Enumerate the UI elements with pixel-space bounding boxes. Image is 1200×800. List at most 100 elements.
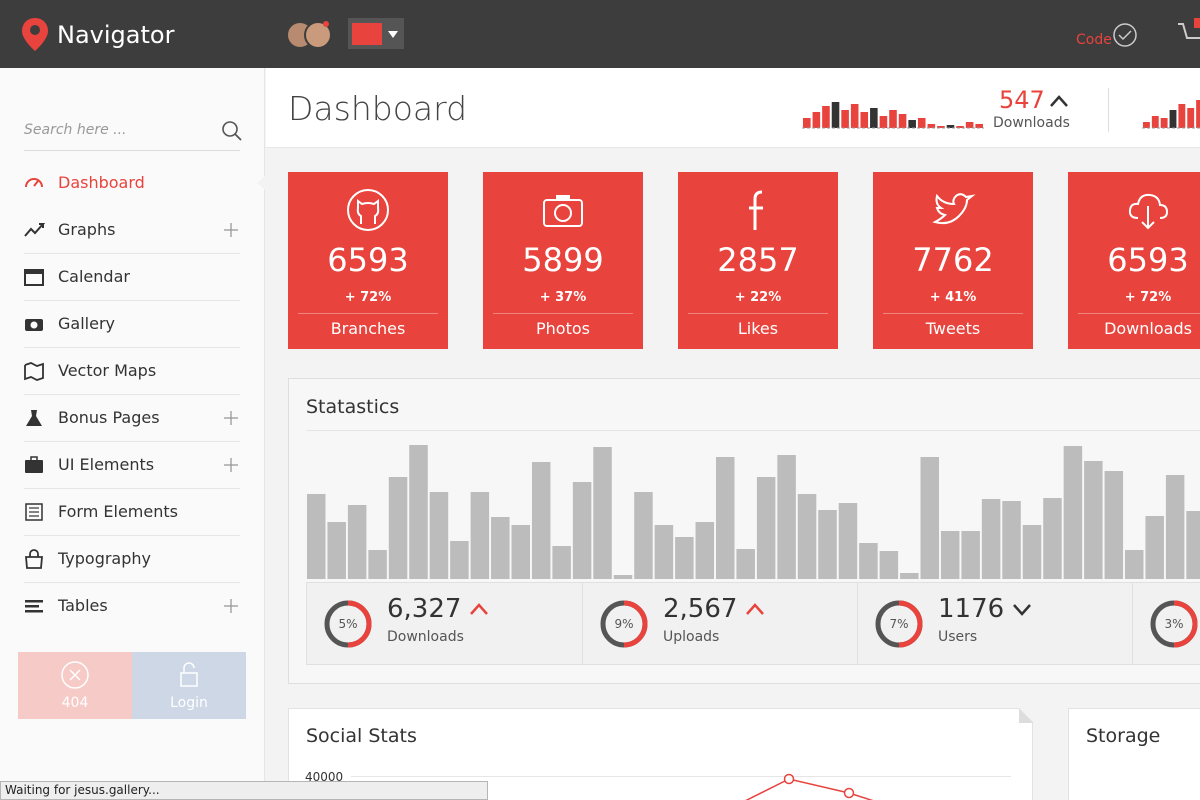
spark-bar xyxy=(1196,100,1200,128)
bar xyxy=(634,492,653,579)
stat-tile[interactable]: 7762 + 41% Tweets xyxy=(873,172,1033,349)
stat-tile[interactable]: 5899 + 37% Photos xyxy=(483,172,643,349)
tile-value: 6593 xyxy=(1107,241,1189,279)
bar xyxy=(859,543,878,579)
menu-item[interactable]: Bonus Pages xyxy=(0,395,265,442)
menu-item[interactable]: Vector Maps xyxy=(0,348,265,395)
stat-tile[interactable]: 6593 + 72% Branches xyxy=(288,172,448,349)
panel-title: Storage xyxy=(1086,725,1161,747)
tile-label: Photos xyxy=(536,319,590,338)
spark-bar xyxy=(927,124,936,128)
bar xyxy=(1002,501,1021,579)
cloud xyxy=(1128,193,1169,219)
trend xyxy=(24,223,46,237)
expand-icon xyxy=(224,223,238,237)
bar xyxy=(1186,511,1200,579)
check-icon xyxy=(1113,23,1137,47)
tile-icon xyxy=(749,190,763,230)
summary-value: 6,327 xyxy=(387,594,462,624)
stat-tile[interactable]: 6593 + 72% Downloads xyxy=(1068,172,1200,349)
sidebar: Search here ... Dashboard Graphs Calendar Ga… xyxy=(0,68,266,800)
spark-bar xyxy=(956,126,964,128)
sparkline xyxy=(802,102,984,129)
gauge xyxy=(25,178,43,188)
bar xyxy=(675,537,694,579)
trend-up-icon xyxy=(1050,95,1068,107)
bar xyxy=(797,494,817,579)
menu-label: Dashboard xyxy=(58,173,145,192)
menu-item[interactable]: Dashboard xyxy=(0,160,266,206)
flask xyxy=(26,410,42,426)
bar xyxy=(818,510,837,579)
menu-divider xyxy=(24,535,240,536)
spark-bar xyxy=(908,120,916,128)
spark-bar xyxy=(1178,104,1186,128)
menu-label: Vector Maps xyxy=(58,361,157,380)
bag-handle xyxy=(29,549,39,557)
menu-item[interactable]: Typography xyxy=(0,536,265,583)
tbl-row xyxy=(25,605,39,608)
flag xyxy=(352,23,382,45)
notch xyxy=(257,175,266,191)
menu-icon xyxy=(24,269,44,286)
tile-value: 2857 xyxy=(717,241,799,279)
ring-percent: 9% xyxy=(614,617,634,631)
bar xyxy=(409,445,428,579)
status-bar: Waiting for jesus.gallery... xyxy=(0,781,488,800)
stat-tile[interactable]: 2857 + 22% Likes xyxy=(678,172,838,349)
lens xyxy=(222,121,238,137)
sidebar-button[interactable]: Login xyxy=(132,652,246,719)
bar-chart xyxy=(307,445,1200,579)
bar xyxy=(1043,498,1062,579)
menu-label: Calendar xyxy=(58,267,130,286)
trend-up-icon xyxy=(746,603,765,615)
menu-label: Gallery xyxy=(58,314,115,333)
trend-down-icon xyxy=(1013,604,1032,616)
menu-item[interactable]: Calendar xyxy=(0,254,265,301)
cam xyxy=(543,199,583,227)
bar xyxy=(327,522,346,579)
folded-corner xyxy=(1019,708,1034,723)
menu-icon xyxy=(24,362,44,381)
menu-item[interactable]: Form Elements xyxy=(0,489,265,536)
progress-ring xyxy=(600,600,648,648)
cat xyxy=(356,199,380,224)
spark-bar xyxy=(1151,116,1159,128)
menu-icon xyxy=(25,319,43,331)
bar xyxy=(368,550,387,579)
bar xyxy=(981,499,1001,579)
bar xyxy=(1165,475,1185,579)
menu-icon xyxy=(25,549,43,569)
button-icon xyxy=(61,661,89,689)
expand-icon xyxy=(224,458,238,472)
bar xyxy=(572,482,592,579)
code-link[interactable]: Code xyxy=(1076,32,1112,48)
menu-label: Typography xyxy=(58,549,151,568)
menu-item[interactable]: Tables xyxy=(0,583,265,629)
summary-label: Downloads xyxy=(387,629,464,645)
tile-divider xyxy=(493,313,633,314)
tile-value: 5899 xyxy=(522,241,604,279)
bar xyxy=(879,551,899,579)
menu-item[interactable]: UI Elements xyxy=(0,442,265,489)
tbl-row xyxy=(25,600,43,603)
brand: Navigator xyxy=(57,21,175,49)
menu-item[interactable]: Gallery xyxy=(0,301,265,348)
bar xyxy=(1104,471,1124,579)
pin-hole xyxy=(30,25,40,35)
sparkline xyxy=(1142,100,1200,129)
search-input[interactable]: Search here ... xyxy=(24,122,127,138)
menu-item[interactable]: Graphs xyxy=(0,207,265,254)
spark-bar xyxy=(812,112,821,128)
tile-icon xyxy=(347,189,389,231)
tile-label: Branches xyxy=(330,319,406,338)
x-ring xyxy=(61,661,89,689)
ring-percent: 5% xyxy=(338,617,358,631)
avatar xyxy=(304,21,332,49)
sidebar-button[interactable]: 404 xyxy=(18,652,132,719)
tile-divider xyxy=(1078,313,1200,314)
lens xyxy=(554,204,572,222)
progress-ring xyxy=(875,600,923,648)
